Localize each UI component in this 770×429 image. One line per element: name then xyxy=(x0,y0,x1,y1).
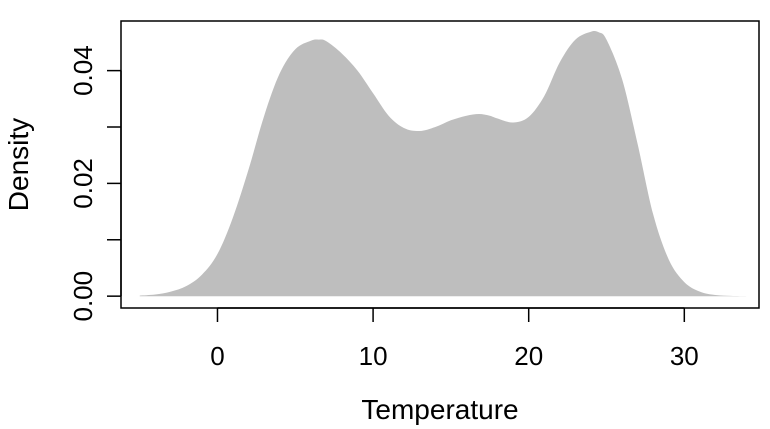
x-tick-label: 10 xyxy=(359,341,388,371)
y-tick-label: 0.02 xyxy=(68,158,98,209)
x-axis-title: Temperature xyxy=(361,394,518,425)
y-axis-title: Density xyxy=(3,118,34,211)
y-tick-label: 0.00 xyxy=(68,271,98,322)
y-tick-label: 0.04 xyxy=(68,45,98,96)
x-tick-label: 0 xyxy=(210,341,224,371)
x-tick-label: 30 xyxy=(670,341,699,371)
density-area xyxy=(139,31,747,297)
x-tick-label: 20 xyxy=(514,341,543,371)
plot-layer xyxy=(139,31,747,297)
x-axis: 0 10 20 30 xyxy=(210,307,699,371)
y-axis: 0.00 0.02 0.04 xyxy=(68,45,122,322)
